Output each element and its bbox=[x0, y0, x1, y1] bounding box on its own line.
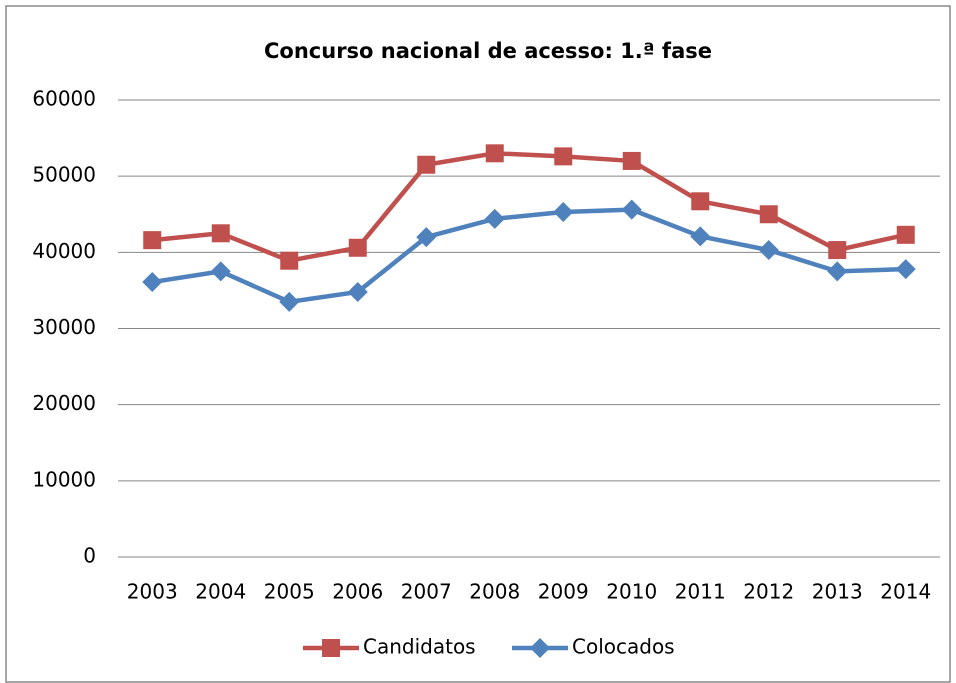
marker bbox=[348, 238, 367, 257]
chart-title: Concurso nacional de acesso: 1.ª fase bbox=[264, 39, 712, 63]
marker bbox=[485, 144, 504, 163]
marker bbox=[690, 226, 711, 247]
chart-border bbox=[5, 5, 951, 683]
x-tick-label: 2006 bbox=[332, 580, 383, 604]
marker bbox=[621, 199, 642, 220]
y-tick-label: 30000 bbox=[32, 315, 96, 339]
y-tick-label: 60000 bbox=[32, 87, 96, 111]
x-tick-label: 2004 bbox=[195, 580, 246, 604]
marker bbox=[211, 224, 230, 243]
y-tick-label: 10000 bbox=[32, 467, 96, 491]
marker bbox=[553, 201, 574, 222]
marker bbox=[622, 151, 641, 170]
marker bbox=[896, 225, 915, 244]
marker bbox=[322, 639, 340, 657]
marker bbox=[347, 281, 368, 302]
series-line bbox=[151, 207, 906, 305]
x-tick-label: 2003 bbox=[127, 580, 178, 604]
x-tick-label: 2014 bbox=[880, 580, 931, 604]
x-tick-label: 2005 bbox=[264, 580, 315, 604]
marker bbox=[280, 251, 299, 270]
x-tick-label: 2013 bbox=[812, 580, 863, 604]
y-tick-label: 50000 bbox=[32, 163, 96, 187]
x-tick-label: 2007 bbox=[401, 580, 452, 604]
x-tick-label: 2010 bbox=[606, 580, 657, 604]
marker bbox=[554, 147, 573, 166]
marker bbox=[895, 259, 916, 280]
marker bbox=[530, 638, 550, 658]
marker bbox=[143, 231, 162, 250]
x-tick-label: 2009 bbox=[538, 580, 589, 604]
marker bbox=[142, 272, 163, 293]
y-tick-label: 0 bbox=[83, 544, 96, 568]
legend-label: Candidatos bbox=[363, 635, 476, 659]
marker bbox=[691, 192, 710, 211]
y-tick-label: 40000 bbox=[32, 239, 96, 263]
marker bbox=[758, 240, 779, 261]
y-tick-label: 20000 bbox=[32, 391, 96, 415]
x-tick-label: 2011 bbox=[675, 580, 726, 604]
legend-label: Colocados bbox=[572, 635, 675, 659]
x-tick-label: 2008 bbox=[469, 580, 520, 604]
marker bbox=[279, 291, 300, 312]
marker bbox=[210, 261, 231, 282]
marker bbox=[827, 261, 848, 282]
x-tick-label: 2012 bbox=[743, 580, 794, 604]
marker bbox=[417, 155, 436, 174]
marker bbox=[484, 208, 505, 229]
marker bbox=[759, 205, 778, 224]
series-line bbox=[152, 151, 907, 263]
marker bbox=[416, 227, 437, 248]
marker bbox=[828, 241, 847, 260]
